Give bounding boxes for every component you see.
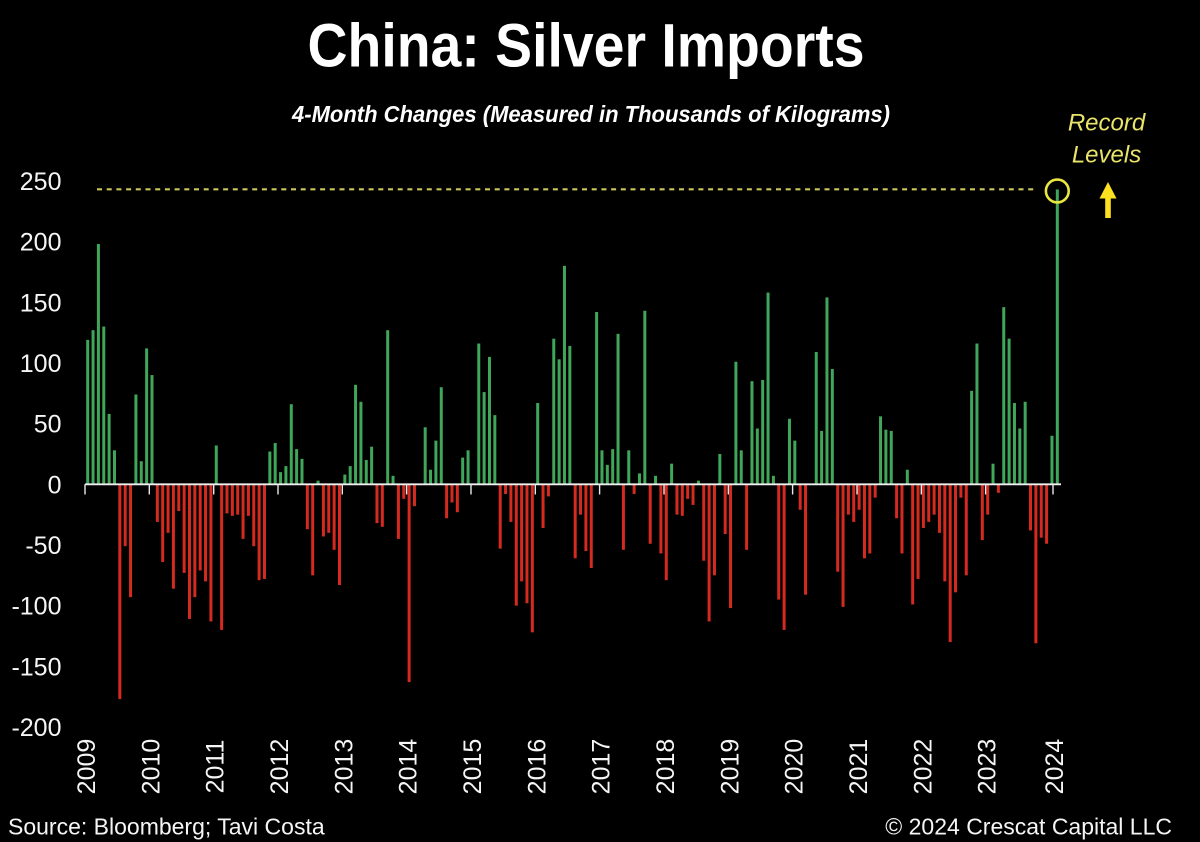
svg-text:© 2024 Crescat Capital LLC: © 2024 Crescat Capital LLC: [885, 814, 1172, 840]
svg-text:China: Silver Imports: China: Silver Imports: [308, 12, 865, 80]
svg-text:2012: 2012: [266, 739, 294, 795]
svg-text:2022: 2022: [909, 739, 937, 795]
svg-text:-50: -50: [25, 532, 61, 560]
svg-text:150: 150: [20, 289, 62, 317]
svg-text:2023: 2023: [974, 739, 1002, 795]
svg-text:Levels: Levels: [1072, 142, 1141, 169]
svg-text:-100: -100: [11, 593, 61, 621]
svg-text:2020: 2020: [781, 739, 809, 795]
svg-text:2015: 2015: [459, 739, 487, 795]
svg-text:2016: 2016: [523, 739, 551, 795]
svg-text:2014: 2014: [395, 739, 423, 795]
svg-text:100: 100: [20, 350, 62, 378]
svg-text:2024: 2024: [1041, 739, 1069, 795]
svg-text:-150: -150: [11, 653, 61, 681]
svg-text:-200: -200: [11, 714, 61, 742]
svg-text:250: 250: [20, 168, 62, 196]
svg-text:Record: Record: [1068, 110, 1146, 137]
svg-text:2013: 2013: [330, 739, 358, 795]
svg-text:2018: 2018: [652, 739, 680, 795]
svg-text:4-Month Changes (Measured in T: 4-Month Changes (Measured in Thousands o…: [291, 101, 890, 127]
svg-text:0: 0: [48, 471, 62, 499]
svg-text:2011: 2011: [202, 740, 230, 794]
svg-text:2017: 2017: [588, 739, 616, 795]
svg-text:2009: 2009: [73, 739, 101, 795]
svg-text:2010: 2010: [137, 739, 165, 795]
svg-text:Source: Bloomberg; Tavi Costa: Source: Bloomberg; Tavi Costa: [8, 814, 325, 840]
svg-text:50: 50: [34, 411, 62, 439]
svg-text:2019: 2019: [716, 739, 744, 795]
svg-text:2021: 2021: [845, 739, 873, 795]
svg-text:200: 200: [20, 229, 62, 257]
